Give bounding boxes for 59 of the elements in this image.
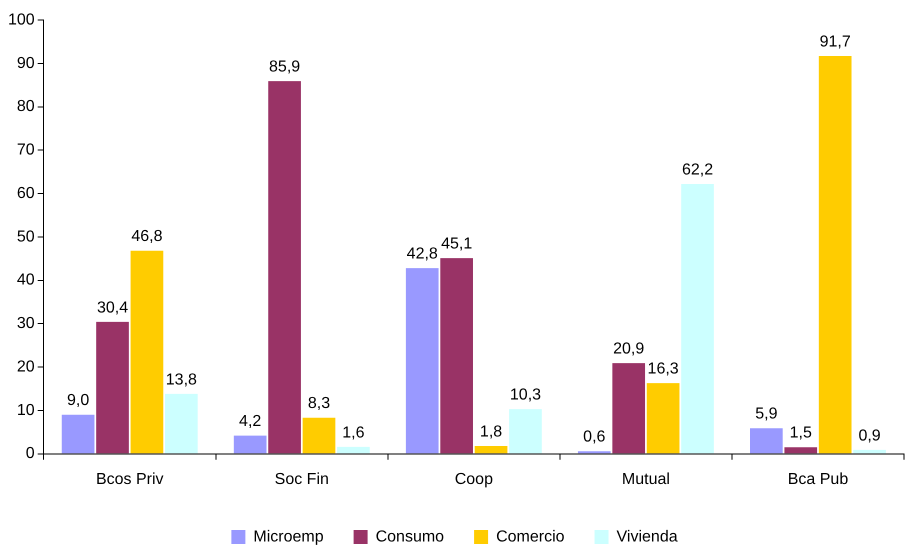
data-label: 0,6 (583, 428, 606, 446)
bar (440, 258, 473, 454)
bar (268, 81, 301, 454)
data-label: 10,3 (510, 386, 542, 404)
data-label: 62,2 (682, 161, 714, 178)
data-label: 20,9 (613, 340, 644, 358)
y-tick-label: 0 (26, 445, 35, 462)
data-label: 45,1 (441, 236, 472, 253)
x-tick-label: Coop (454, 470, 494, 488)
bar (130, 250, 164, 454)
bar (681, 184, 714, 454)
bar (818, 56, 852, 454)
y-tick-label: 50 (16, 228, 35, 246)
y-tick-label: 80 (16, 98, 35, 116)
data-label: 16,3 (648, 360, 679, 378)
bar (750, 428, 783, 454)
bar (646, 383, 680, 454)
legend-label: Consumo (376, 528, 444, 546)
x-tick-label: Bca Pub (788, 470, 848, 488)
data-label: 8,3 (308, 395, 330, 412)
bar (612, 363, 646, 454)
data-label: 1,6 (342, 424, 365, 442)
y-tick-label: 100 (8, 11, 35, 28)
y-tick-label: 70 (16, 142, 35, 159)
bar (96, 322, 129, 454)
data-label: 30,4 (96, 299, 128, 316)
bar (234, 436, 267, 454)
bar (302, 418, 336, 454)
data-label: 13,8 (166, 371, 198, 388)
data-label: 85,9 (269, 58, 300, 76)
y-tick-label: 60 (16, 184, 35, 202)
bar (784, 447, 818, 454)
data-label: 5,9 (755, 406, 778, 423)
legend-label: Microemp (253, 528, 324, 546)
bar (165, 394, 198, 454)
bar (62, 414, 94, 454)
bar (474, 446, 508, 454)
x-tick-label: Bcos Priv (96, 470, 164, 488)
bar (406, 268, 439, 454)
bar (337, 446, 370, 454)
data-label: 4,2 (239, 412, 262, 430)
y-tick-label: 30 (16, 315, 35, 332)
data-label: 42,8 (406, 246, 438, 263)
x-tick-label: Soc Fin (274, 470, 329, 488)
data-label: 0,9 (858, 427, 881, 444)
y-tick-label: 10 (16, 402, 35, 419)
legend-label: Vivienda (616, 528, 678, 546)
data-label: 9,0 (66, 392, 90, 410)
legend-label: Comercio (496, 528, 565, 546)
data-label: 1,8 (480, 423, 502, 440)
y-tick-label: 40 (16, 272, 35, 289)
data-label: 91,7 (820, 33, 851, 50)
bar (509, 409, 542, 454)
bar (853, 450, 886, 454)
y-tick-label: 90 (16, 54, 35, 72)
y-tick-label: 20 (16, 358, 35, 376)
x-tick-label: Mutual (622, 470, 670, 488)
data-label: 46,8 (131, 228, 163, 246)
data-label: 1,5 (790, 424, 812, 442)
